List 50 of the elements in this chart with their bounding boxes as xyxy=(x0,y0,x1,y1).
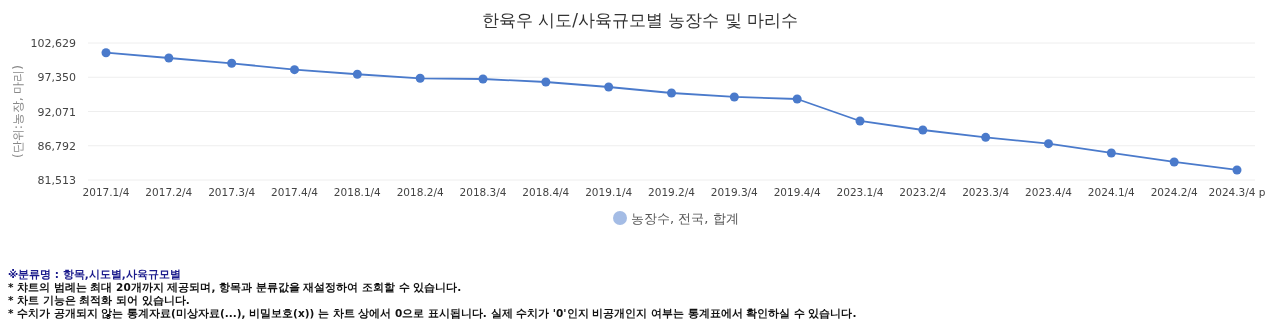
y-tick-label: 81,513 xyxy=(37,174,76,187)
x-tick-label: 2017.3/4 xyxy=(208,186,256,198)
x-tick-label: 2017.2/4 xyxy=(145,186,193,198)
y-axis-title: (단위:농장, 마리) xyxy=(11,64,25,159)
x-tick-label: 2017.4/4 xyxy=(271,186,319,198)
point xyxy=(918,125,928,135)
x-tick-label: 2019.3/4 xyxy=(710,186,759,198)
point xyxy=(981,132,991,142)
point xyxy=(541,77,551,87)
x-tick-label: 2024.1/4 xyxy=(1087,186,1136,198)
x-tick-label: 2023.3/4 xyxy=(962,186,1010,198)
chart-title: 한육우 시도/사육규모별 농장수 및 마리수 xyxy=(481,10,799,30)
point xyxy=(1169,157,1179,167)
x-tick-label: 2023.1/4 xyxy=(836,186,884,198)
point xyxy=(415,73,425,83)
x-tick-label: 2023.2/4 xyxy=(899,186,947,198)
x-tick-label: 2024.2/4 xyxy=(1150,186,1198,198)
y-tick-label: 92,071 xyxy=(37,105,76,119)
point xyxy=(1106,148,1116,158)
text: * 수치가 공개되지 않는 통계자료(미상자료(...), 비밀보호(x)) 는 차트 상에서 0으로 표시됩니다. 실제 수치가 '0'인지 비공개인지 여부는 통계표에서 확인하실 수 있습니다. xyxy=(8,307,857,320)
text: * 차트 기능은 최적화 되어 있습니다. xyxy=(8,294,190,306)
x-tick-label: 2023.4/4 xyxy=(1025,186,1073,198)
y-tick-label: 86,792 xyxy=(37,139,76,153)
point xyxy=(1232,165,1242,175)
point xyxy=(478,74,488,84)
x-tick-label: 2018.3/4 xyxy=(459,186,507,198)
text: ※분류명 : 항목,시도별,사육규모별 xyxy=(8,268,181,280)
x-tick-label: 2024.3/4 p xyxy=(1208,186,1266,198)
point xyxy=(1044,139,1053,149)
x-tick-label: 2019.4/4 xyxy=(773,186,821,198)
point xyxy=(227,58,237,68)
point xyxy=(164,53,174,63)
y-tick-label: 102,629 xyxy=(30,37,76,50)
x-tick-label: 2017.1/4 xyxy=(82,186,130,198)
x-tick-label: 2018.1/4 xyxy=(333,186,382,198)
text: * 챠트의 범례는 최대 20개까지 제공되며, 항목과 분류값을 재설정하여 조회할 수 있습니다. xyxy=(8,281,462,293)
point xyxy=(855,116,865,126)
x-tick-label: 2018.2/4 xyxy=(396,186,444,198)
point xyxy=(792,94,802,104)
y-tick-label: 97,350 xyxy=(37,71,76,85)
point xyxy=(667,88,676,98)
point xyxy=(604,82,614,92)
x-tick-label: 2019.2/4 xyxy=(648,186,696,198)
x-tick-label: 2018.4/4 xyxy=(522,186,570,198)
x-tick-label: 2019.1/4 xyxy=(585,186,633,198)
point xyxy=(352,69,362,79)
point xyxy=(290,65,299,75)
legend-label: 농장수, 전국, 합계 xyxy=(631,211,739,226)
point xyxy=(101,48,111,58)
point xyxy=(729,92,739,102)
